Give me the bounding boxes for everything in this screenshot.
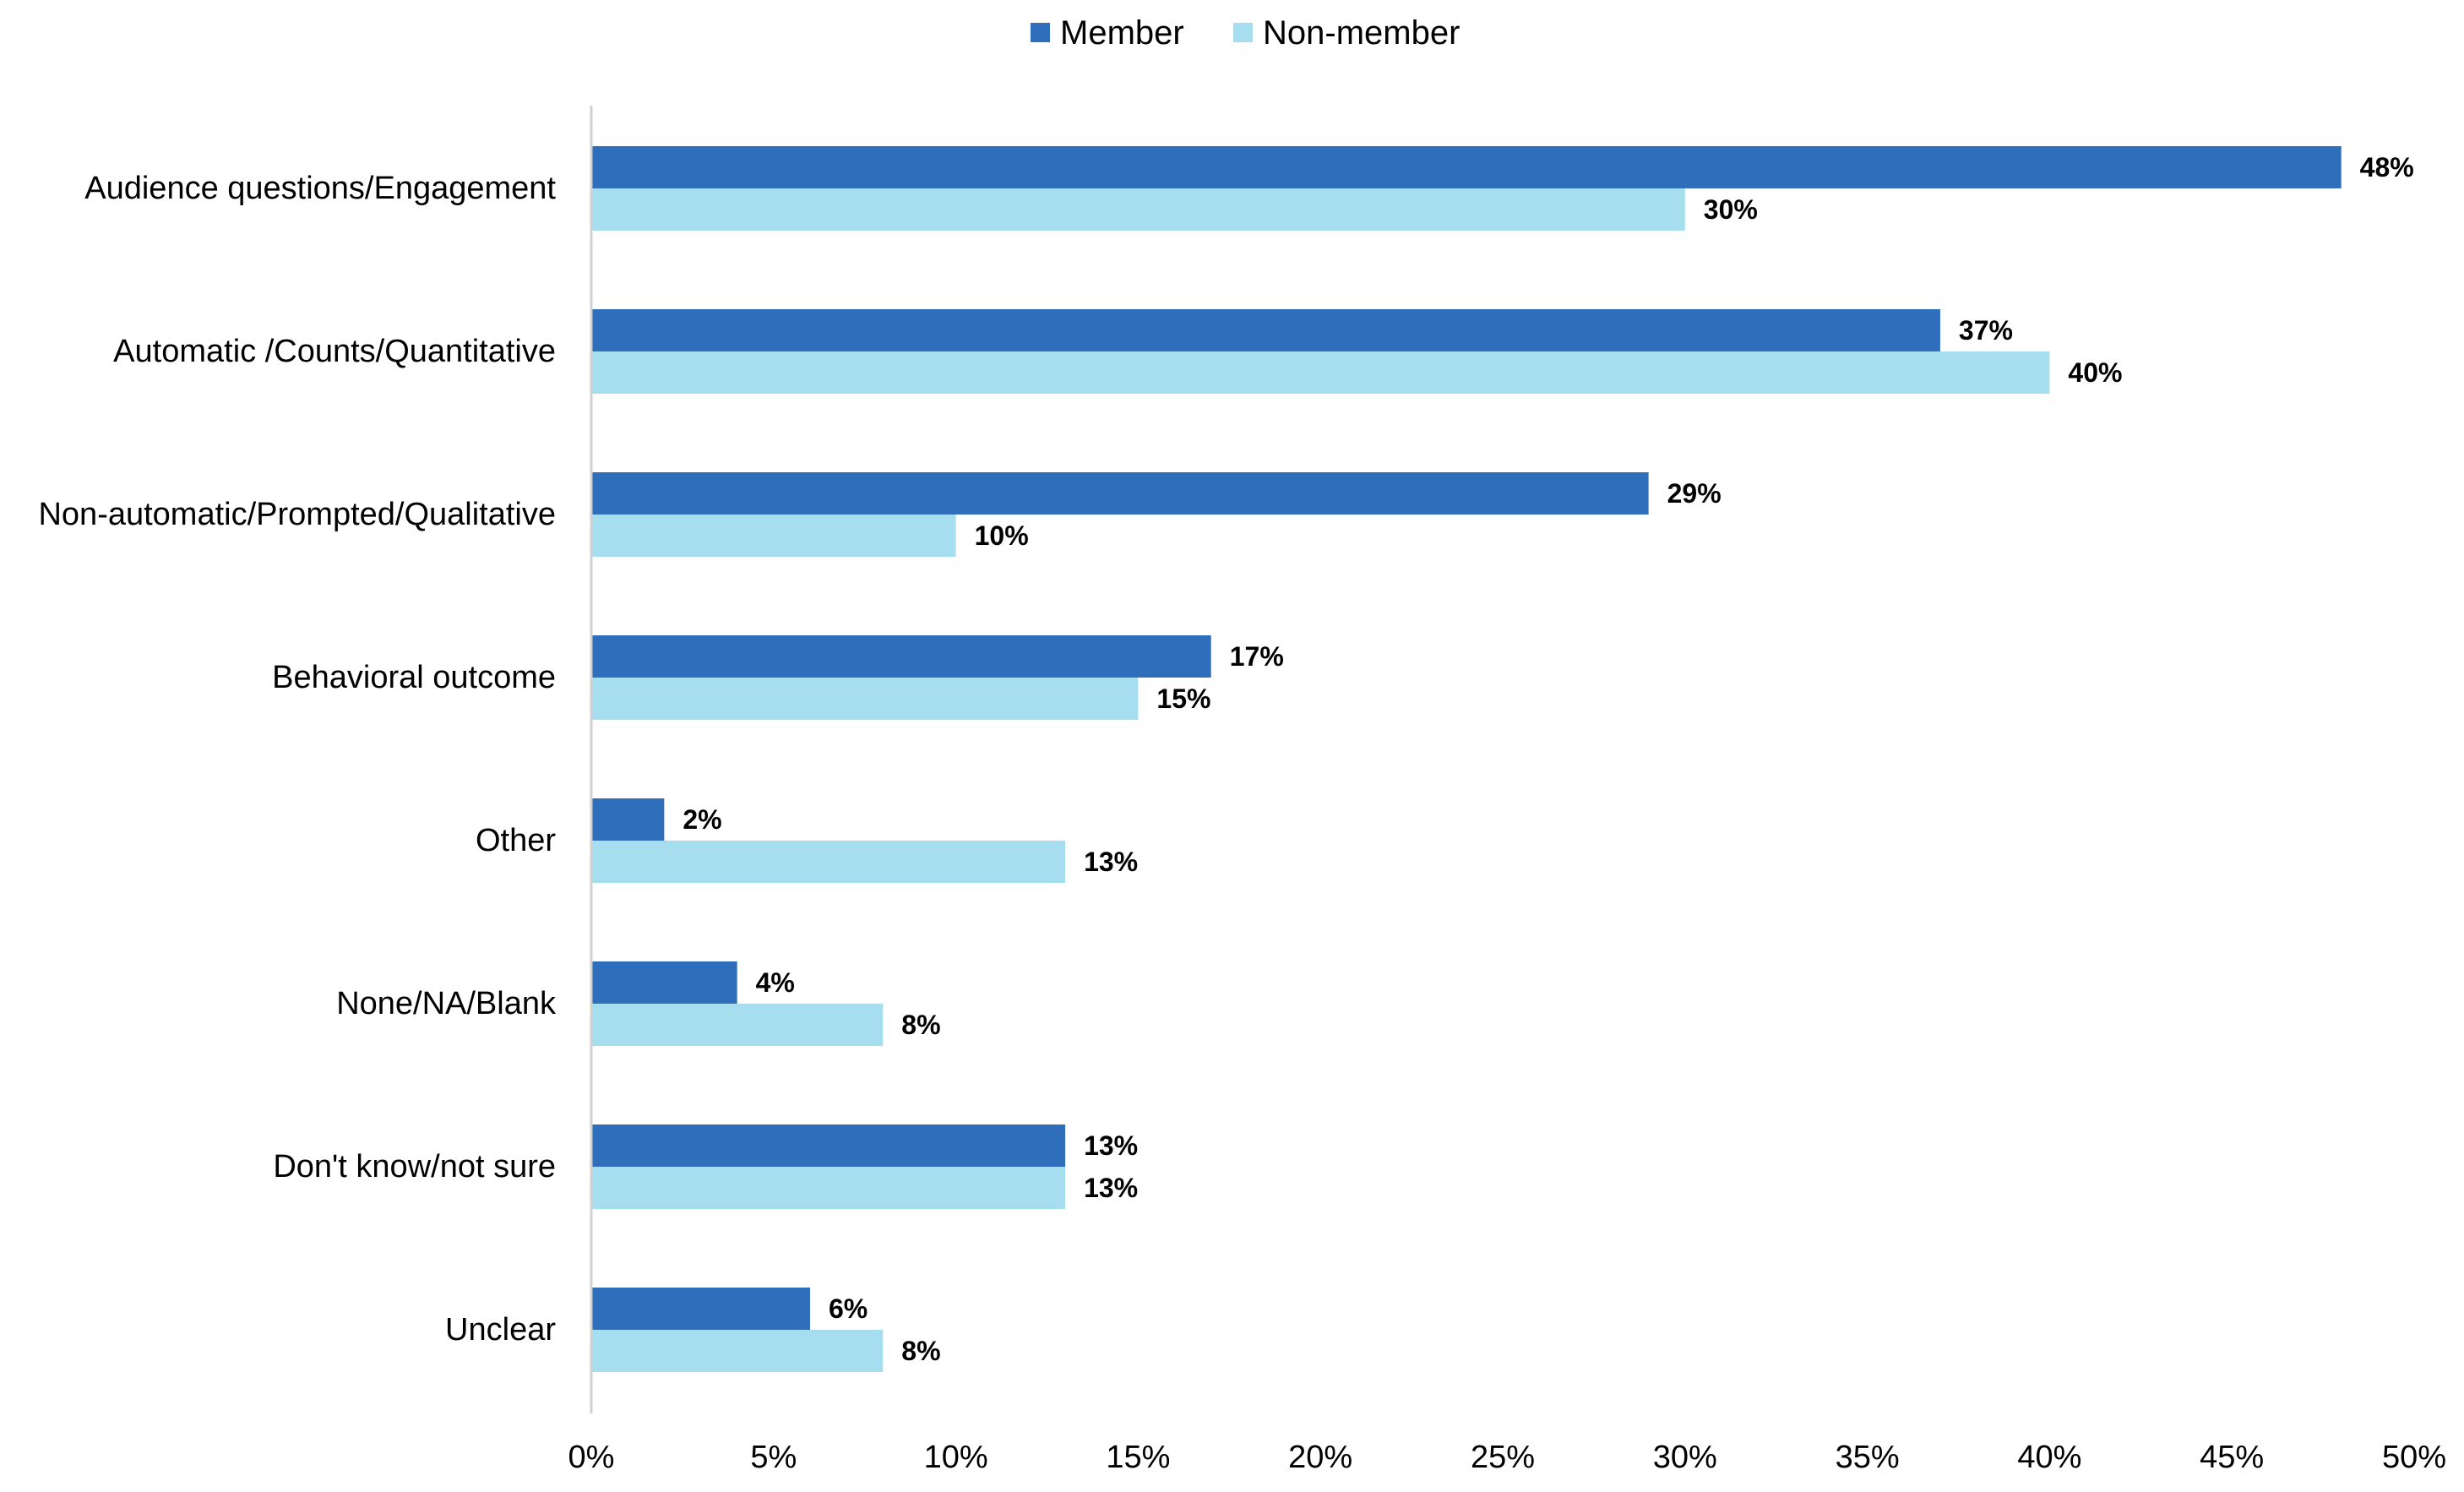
bar-non-member: [591, 1004, 884, 1046]
x-tick-label: 20%: [1288, 1440, 1352, 1475]
category-label: Automatic /Counts/Quantitative: [113, 334, 556, 369]
bar-non-member: [591, 841, 1066, 883]
x-tick-label: 5%: [750, 1440, 797, 1475]
bar-non-member: [591, 188, 1685, 231]
data-label: 30%: [1704, 194, 1758, 225]
category-label: Other: [476, 823, 556, 858]
data-label: 8%: [901, 1010, 940, 1040]
data-label: 37%: [1959, 315, 2013, 346]
legend-swatch-non-member: [1233, 23, 1253, 42]
bar-member: [591, 635, 1211, 678]
data-labels: 48% 30% 37% 40% 29% 10% 17% 15% 2% 13% 4% 8% 13% 13% 6…: [683, 152, 2413, 1366]
bar-member: [591, 146, 2342, 188]
category-label: Non-automatic/Prompted/Qualitative: [38, 497, 556, 532]
x-axis-tick-labels: 0% 5% 10% 15% 20% 25% 30% 35% 40% 45% 50%: [568, 1440, 2446, 1475]
legend-label-member: Member: [1060, 14, 1184, 52]
data-label: 13%: [1084, 1130, 1138, 1161]
bar-non-member: [591, 1167, 1066, 1209]
data-label: 29%: [1667, 478, 1722, 509]
bar-member: [591, 1124, 1066, 1167]
data-label: 13%: [1084, 1173, 1138, 1203]
data-label: 6%: [829, 1293, 868, 1324]
data-label: 40%: [2068, 357, 2122, 388]
x-tick-label: 15%: [1106, 1440, 1170, 1475]
data-label: 10%: [975, 520, 1029, 551]
bar-member: [591, 472, 1649, 515]
category-label: Unclear: [445, 1312, 556, 1348]
x-tick-label: 45%: [2200, 1440, 2264, 1475]
data-label: 8%: [901, 1336, 940, 1366]
data-label: 4%: [756, 967, 795, 998]
data-label: 2%: [683, 804, 721, 835]
legend: Member Non-member: [1031, 14, 1460, 52]
bar-non-member: [591, 1330, 884, 1372]
category-label: Don't know/not sure: [273, 1149, 556, 1184]
x-tick-label: 50%: [2382, 1440, 2446, 1475]
category-label: None/NA/Blank: [336, 986, 557, 1021]
legend-swatch-member: [1031, 23, 1050, 42]
data-label: 48%: [2360, 152, 2414, 182]
data-label: 13%: [1084, 847, 1138, 877]
x-tick-label: 10%: [924, 1440, 988, 1475]
bar-member: [591, 798, 665, 841]
bar-non-member: [591, 678, 1139, 720]
x-tick-label: 30%: [1653, 1440, 1717, 1475]
data-label: 17%: [1230, 641, 1284, 672]
bar-non-member: [591, 515, 956, 557]
x-tick-label: 0%: [568, 1440, 615, 1475]
bar-member: [591, 1288, 810, 1330]
category-label: Behavioral outcome: [272, 660, 556, 695]
x-tick-label: 25%: [1471, 1440, 1535, 1475]
bar-member: [591, 961, 737, 1004]
legend-label-non-member: Non-member: [1263, 14, 1460, 52]
data-label: 15%: [1156, 683, 1210, 714]
bar-member: [591, 309, 1940, 351]
x-tick-label: 35%: [1836, 1440, 1900, 1475]
x-tick-label: 40%: [2017, 1440, 2081, 1475]
bars-group: [591, 146, 2342, 1372]
category-labels: Audience questions/Engagement Automatic /…: [38, 171, 557, 1348]
category-label: Audience questions/Engagement: [84, 171, 556, 206]
bar-non-member: [591, 351, 2050, 394]
